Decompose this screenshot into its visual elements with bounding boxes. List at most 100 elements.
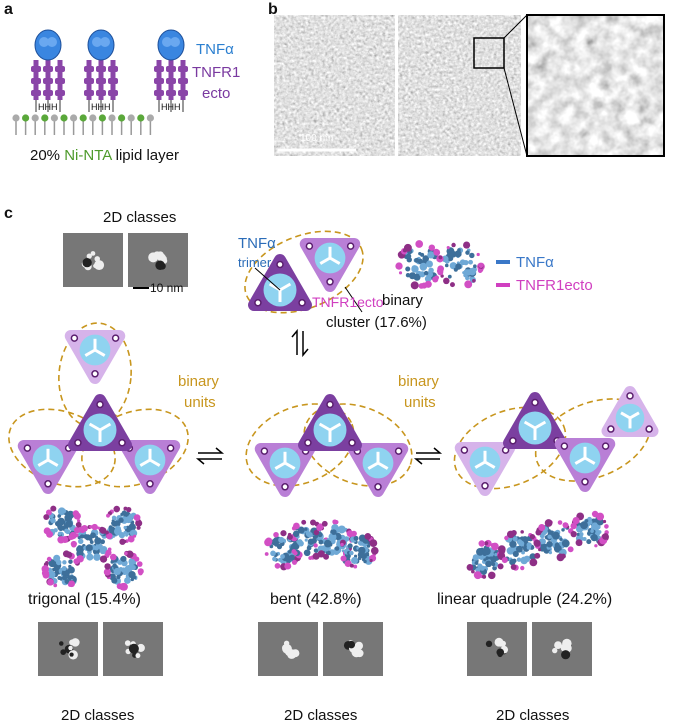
receptor-domain bbox=[154, 78, 164, 84]
density-blue bbox=[125, 533, 129, 537]
density-magenta bbox=[529, 558, 538, 567]
density-blue bbox=[114, 525, 121, 532]
density-magenta bbox=[434, 275, 440, 280]
zoom-frame bbox=[526, 14, 665, 157]
density-magenta bbox=[410, 281, 419, 290]
density-blue bbox=[365, 552, 370, 557]
lipid-head bbox=[12, 114, 20, 122]
density-magenta bbox=[433, 249, 441, 256]
class-density bbox=[563, 641, 568, 647]
density-blue bbox=[287, 550, 292, 554]
binary-label: binary bbox=[382, 292, 423, 309]
receptor-domain bbox=[108, 90, 118, 96]
class-density bbox=[124, 640, 131, 646]
lipid-head bbox=[98, 114, 106, 122]
density-blue bbox=[547, 534, 552, 539]
density-blue bbox=[304, 527, 308, 531]
density-blue bbox=[347, 543, 353, 549]
class-density bbox=[71, 638, 80, 647]
receptor-site bbox=[70, 334, 79, 342]
density-magenta bbox=[464, 280, 473, 289]
density-magenta bbox=[97, 526, 101, 530]
density-blue bbox=[99, 547, 106, 555]
caption-part: lipid layer bbox=[116, 147, 179, 164]
density-magenta bbox=[440, 274, 444, 278]
density-blue bbox=[64, 579, 70, 584]
density-blue bbox=[512, 550, 519, 558]
density-blue bbox=[304, 538, 308, 542]
density-blue bbox=[116, 574, 121, 580]
density-magenta bbox=[482, 574, 487, 579]
density-blue bbox=[591, 522, 599, 530]
density-blue bbox=[349, 550, 354, 556]
density-magenta bbox=[364, 533, 372, 540]
density-magenta bbox=[42, 571, 50, 579]
density-blue bbox=[130, 577, 135, 582]
tnf-arm bbox=[523, 420, 536, 430]
state-label: bent (42.8%) bbox=[270, 591, 362, 608]
density-blue bbox=[112, 563, 117, 568]
density-blue bbox=[469, 252, 475, 259]
density-magenta bbox=[473, 571, 481, 579]
density-magenta bbox=[572, 517, 580, 525]
density-blue bbox=[47, 570, 56, 579]
density-blue bbox=[318, 539, 324, 545]
class-density bbox=[158, 262, 166, 270]
lipid-head bbox=[108, 114, 116, 122]
density-blue bbox=[61, 566, 67, 572]
density-magenta bbox=[104, 563, 111, 570]
density-magenta bbox=[89, 525, 93, 529]
density-blue bbox=[125, 516, 133, 524]
class-density bbox=[94, 256, 100, 262]
lipid-caption: 20% Ni-NTA lipid layer bbox=[30, 147, 179, 164]
receptor-domain bbox=[108, 78, 118, 84]
density-blue bbox=[67, 566, 75, 574]
density-blue bbox=[406, 253, 412, 259]
density-blue bbox=[123, 530, 127, 535]
density-blue bbox=[447, 274, 452, 279]
density-blue bbox=[580, 521, 589, 530]
density-magenta bbox=[443, 278, 448, 283]
density-magenta bbox=[578, 542, 583, 546]
density-magenta bbox=[570, 530, 577, 538]
receptor-domain bbox=[166, 78, 176, 84]
density-magenta bbox=[292, 522, 300, 530]
binary-unit bbox=[244, 230, 364, 314]
density-magenta bbox=[344, 560, 352, 568]
classes-label: 2D classes bbox=[284, 707, 357, 724]
density-blue bbox=[539, 533, 545, 539]
density-blue bbox=[494, 552, 498, 557]
receptor-site bbox=[581, 478, 589, 486]
density-blue bbox=[596, 518, 604, 526]
tnf-arm bbox=[84, 348, 96, 357]
ecto-label: TNFR1ecto bbox=[312, 294, 384, 310]
tnf-arm bbox=[534, 420, 547, 430]
tnf-arm bbox=[47, 458, 59, 467]
density-blue bbox=[428, 272, 433, 277]
density-blue bbox=[334, 546, 340, 551]
density-blue bbox=[468, 259, 473, 265]
density-magenta bbox=[520, 530, 524, 534]
tnf-arm bbox=[88, 422, 101, 432]
density-magenta bbox=[529, 533, 536, 540]
density-magenta bbox=[533, 539, 541, 547]
density-magenta bbox=[99, 527, 107, 534]
pointer bbox=[344, 286, 363, 313]
density-blue bbox=[422, 255, 430, 262]
density-blue bbox=[307, 532, 313, 538]
density-blue bbox=[473, 264, 477, 269]
his-tag: HHH bbox=[91, 102, 111, 112]
receptor-site bbox=[326, 400, 334, 409]
density-magenta bbox=[73, 526, 81, 534]
density-blue bbox=[62, 560, 67, 565]
panel-label: b bbox=[268, 1, 278, 18]
binary-unit bbox=[453, 406, 567, 490]
lipid-head bbox=[79, 114, 87, 122]
density-blue bbox=[111, 515, 117, 520]
tnf-arm bbox=[279, 282, 292, 292]
density-magenta bbox=[428, 244, 436, 251]
density-blue bbox=[57, 517, 66, 526]
density-blue bbox=[110, 560, 114, 564]
density-magenta bbox=[72, 510, 80, 517]
density-magenta bbox=[351, 530, 357, 537]
